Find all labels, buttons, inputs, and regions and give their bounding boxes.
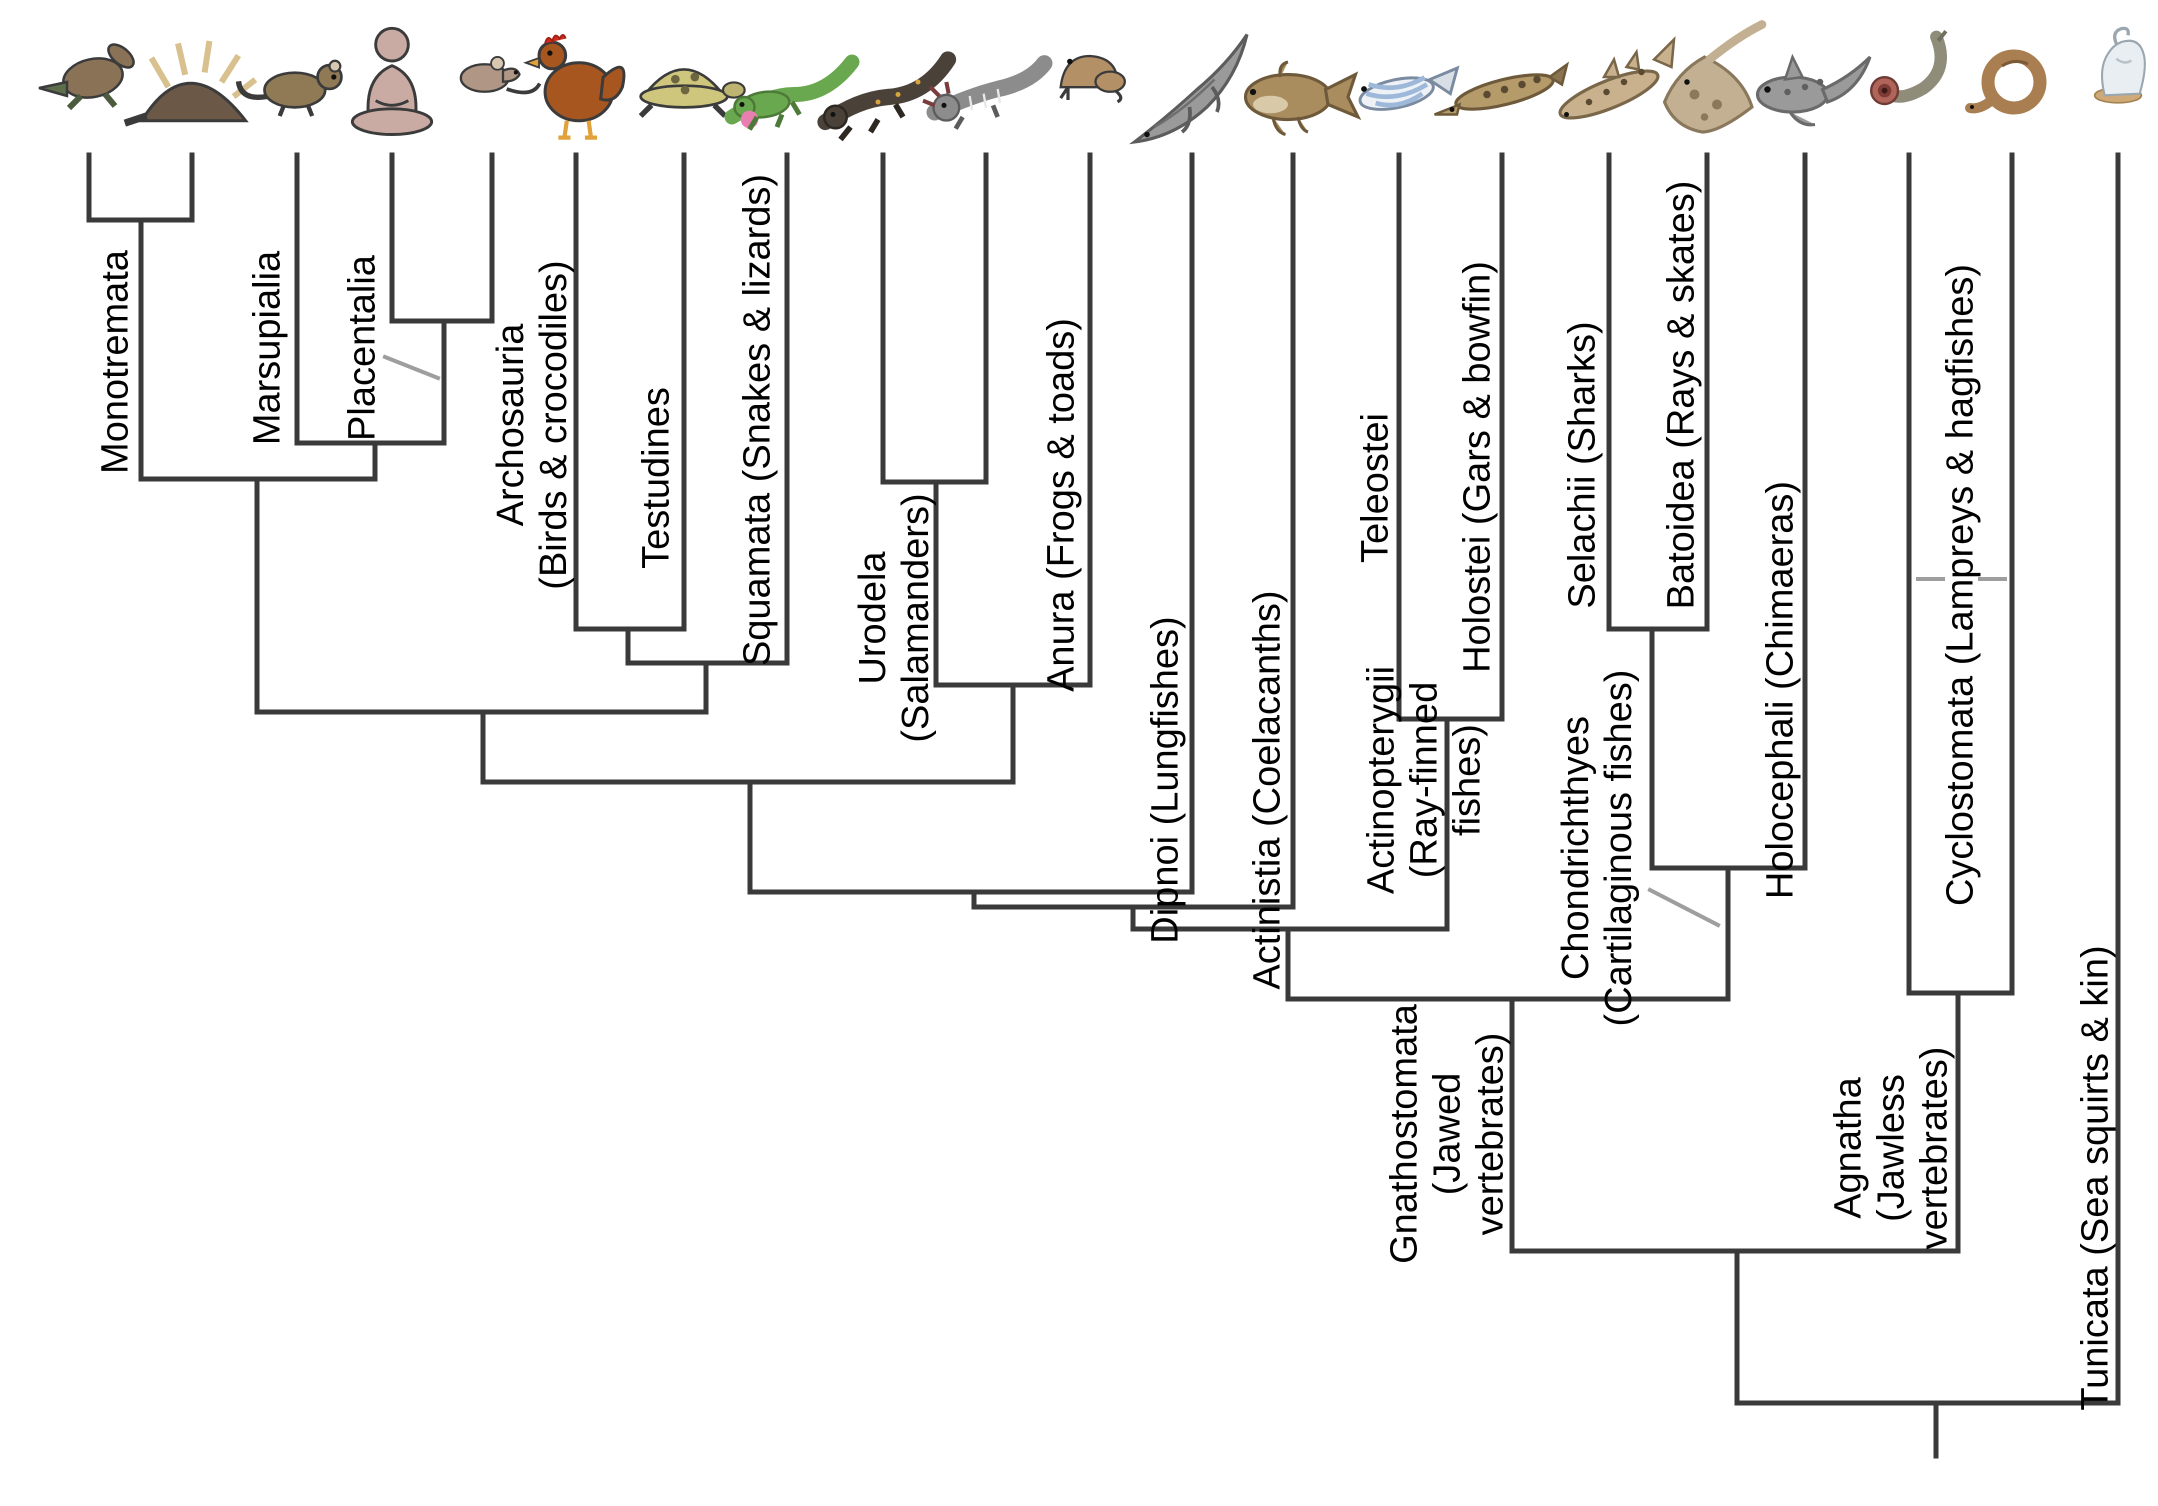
axolotl-icon xyxy=(916,12,1056,152)
clade-label-teleostei: Teleostei xyxy=(1355,413,1398,563)
clade-label-line: Tunicata (Sea squirts & kin) xyxy=(2074,945,2117,1411)
placentalia-callout xyxy=(382,354,441,381)
clade-label-archosauria: Archosauria (Birds & crocodiles) xyxy=(490,260,576,589)
turtle-icon xyxy=(619,12,749,142)
clade-label-line: Gnathostomata xyxy=(1383,1004,1426,1264)
clade-label-line: (Salamanders) xyxy=(895,493,937,743)
clade-label-actinopterygii: Actinopterygii (Ray-finned fishes) xyxy=(1361,666,1490,894)
clade-label-urodela: Urodela (Salamanders) xyxy=(852,493,938,742)
frog-icon xyxy=(1035,12,1145,122)
lizard-icon xyxy=(712,12,862,162)
clade-label-line: (Ray-finned xyxy=(1403,681,1446,879)
clade-label-anura: Anura (Frogs & toads) xyxy=(1041,318,1084,692)
clade-label-chondrichthyes: Chondrichthyes (Cartilaginous fishes) xyxy=(1555,670,1641,1027)
zebrafish-icon xyxy=(1329,12,1469,152)
clade-label-line: Anura (Frogs & toads) xyxy=(1040,318,1083,692)
clade-label-line: Batoidea (Rays & skates) xyxy=(1660,180,1703,610)
chimaera-icon xyxy=(1730,12,1880,162)
clade-label-line: Archosauria xyxy=(490,323,532,527)
lungfish-icon xyxy=(1117,12,1267,162)
platypus-icon xyxy=(29,12,149,132)
chicken-icon xyxy=(504,12,649,157)
clade-label-holocephali: Holocephali (Chimaeras) xyxy=(1760,481,1803,899)
clade-label-line: Teleostei xyxy=(1354,413,1397,563)
clade-label-line: Monotremata xyxy=(94,250,137,474)
clade-label-line: vertebrates) xyxy=(1913,1046,1956,1250)
ray-icon xyxy=(1632,12,1782,162)
clade-label-line: (Cartilaginous fishes) xyxy=(1598,669,1640,1027)
gar-icon xyxy=(1427,12,1577,162)
marsupial-icon xyxy=(232,12,362,142)
clade-label-selachii: Selachii (Sharks) xyxy=(1562,321,1605,608)
clade-label-marsupialia: Marsupialia xyxy=(247,251,290,445)
newt-icon xyxy=(808,12,958,162)
clade-label-line: Testudines xyxy=(635,387,678,569)
clade-label-line: Cyclostomata (Lampreys & hagfishes) xyxy=(1939,263,1982,907)
clade-label-line: (Jawless xyxy=(1870,1074,1913,1222)
clade-label-line: fishes) xyxy=(1446,724,1489,836)
clade-label-line: Holostei (Gars & bowfin) xyxy=(1456,261,1499,673)
human-icon xyxy=(322,12,462,152)
chondrichthyes-callout xyxy=(1647,887,1721,928)
clade-label-monotremata: Monotremata xyxy=(95,250,138,474)
shark-icon xyxy=(1534,12,1684,162)
clade-label-actinistia: Actinistia (Coelacanths) xyxy=(1247,590,1290,989)
clade-label-dipnoi: Dipnoi (Lungfishes) xyxy=(1145,616,1188,943)
clade-label-line: Urodela xyxy=(852,551,894,685)
clade-label-agnatha: Agnatha (Jawless vertebrates) xyxy=(1828,1047,1957,1250)
clade-label-line: Chondrichthyes xyxy=(1555,715,1597,981)
hagfish-icon xyxy=(1952,12,2072,132)
clade-label-line: Selachii (Sharks) xyxy=(1561,321,1604,609)
clade-label-squamata: Squamata (Snakes & lizards) xyxy=(737,174,780,666)
clade-label-line: Actinopterygii xyxy=(1360,665,1403,895)
clade-label-tunicata: Tunicata (Sea squirts & kin) xyxy=(2075,945,2118,1410)
clade-label-line: Agnatha xyxy=(1827,1077,1870,1219)
clade-label-holostei: Holostei (Gars & bowfin) xyxy=(1457,261,1500,673)
clade-label-line: Marsupialia xyxy=(246,250,289,446)
clade-label-line: Actinistia (Coelacanths) xyxy=(1246,590,1289,990)
clade-label-batoidea: Batoidea (Rays & skates) xyxy=(1661,181,1704,610)
clade-label-line: Holocephali (Chimaeras) xyxy=(1759,480,1802,900)
clade-label-line: Placentalia xyxy=(341,255,384,441)
mouse-icon xyxy=(437,12,547,122)
clade-label-line: (Jawed xyxy=(1426,1072,1469,1196)
clade-label-line: Dipnoi (Lungfishes) xyxy=(1144,616,1187,944)
tunicate-icon xyxy=(2068,12,2158,112)
clade-label-placentalia: Placentalia xyxy=(342,255,385,441)
clade-label-line: (Birds & crocodiles) xyxy=(533,260,575,590)
lamprey-icon xyxy=(1852,12,1967,127)
coelacanth-icon xyxy=(1218,12,1368,162)
clade-label-cyclostomata: Cyclostomata (Lampreys & hagfishes) xyxy=(1940,264,1983,906)
clade-label-line: vertebrates) xyxy=(1469,1032,1512,1236)
echidna-icon xyxy=(120,12,265,157)
clade-label-testudines: Testudines xyxy=(636,387,679,569)
clade-label-line: Squamata (Snakes & lizards) xyxy=(736,173,779,667)
clade-label-gnathostomata: Gnathostomata (Jawed vertebrates) xyxy=(1384,1004,1513,1264)
